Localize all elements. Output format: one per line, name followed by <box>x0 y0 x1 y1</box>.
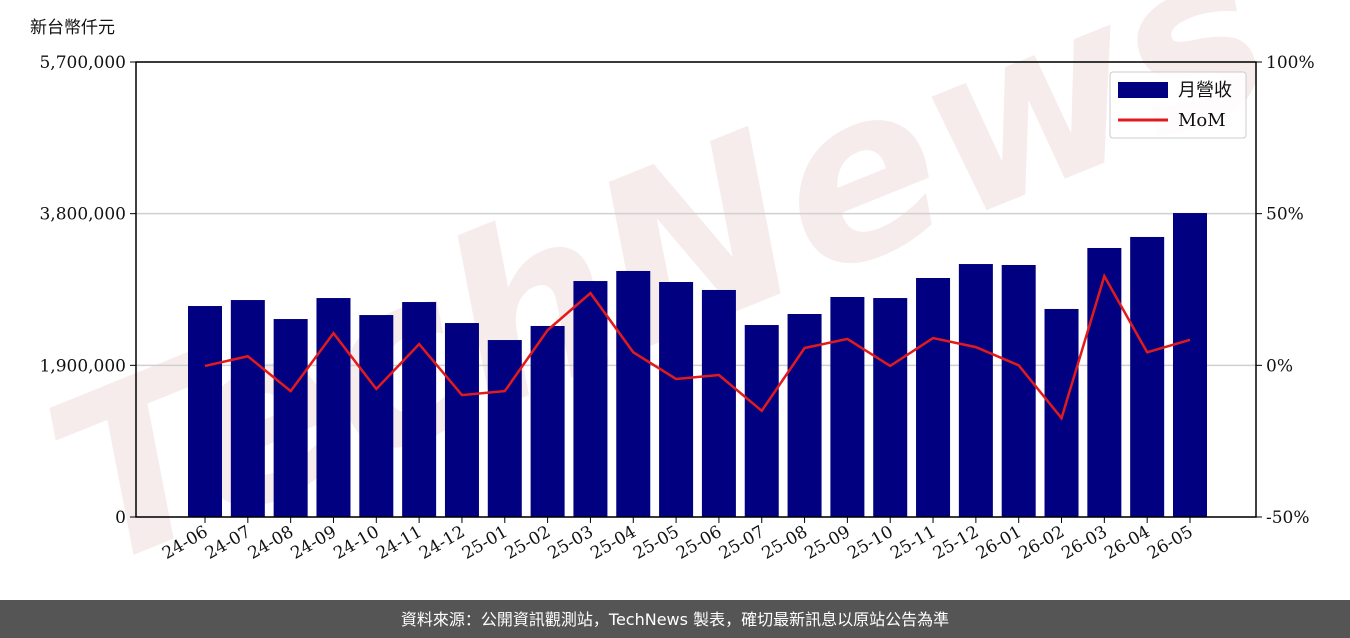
bar <box>1130 236 1165 517</box>
bar <box>744 325 779 517</box>
footer-text: 資料來源：公開資訊觀測站，TechNews 製表，確切最新訊息以原站公告為準 <box>401 610 949 629</box>
bar <box>1001 264 1036 517</box>
bar <box>359 315 394 517</box>
bar <box>830 297 865 517</box>
y-tick-label: 5,700,000 <box>39 53 126 73</box>
bar <box>873 298 908 517</box>
y2-tick-label: 0% <box>1266 356 1293 376</box>
y2-tick-label: 50% <box>1266 205 1304 225</box>
y2-tick-label: 100% <box>1266 53 1315 73</box>
bar <box>188 306 222 517</box>
y2-tick-label: -50% <box>1266 508 1310 528</box>
bar <box>530 325 565 517</box>
bar <box>1044 308 1079 517</box>
bar <box>573 281 608 517</box>
y-tick-label: 0 <box>115 508 126 528</box>
legend-label: MoM <box>1178 110 1226 131</box>
bar <box>1173 213 1207 517</box>
y-axis-label: 新台幣仟元 <box>30 18 115 38</box>
y-tick-label: 1,900,000 <box>39 356 126 376</box>
bar <box>316 298 351 517</box>
line <box>204 272 1191 421</box>
bar <box>273 319 308 517</box>
y-tick-label: 3,800,000 <box>39 205 126 225</box>
bar <box>701 289 736 517</box>
bar <box>230 300 265 517</box>
bar <box>402 302 437 517</box>
footer-bar <box>0 600 1350 638</box>
bar <box>1087 247 1122 518</box>
bar <box>916 278 951 517</box>
bar <box>958 264 993 517</box>
bar <box>487 340 522 517</box>
bar <box>616 270 651 517</box>
legend-label: 月營收 <box>1178 80 1232 101</box>
bar <box>444 323 479 517</box>
bar <box>659 281 694 517</box>
plot-frame <box>135 61 1257 518</box>
legend-swatch <box>1118 82 1168 98</box>
